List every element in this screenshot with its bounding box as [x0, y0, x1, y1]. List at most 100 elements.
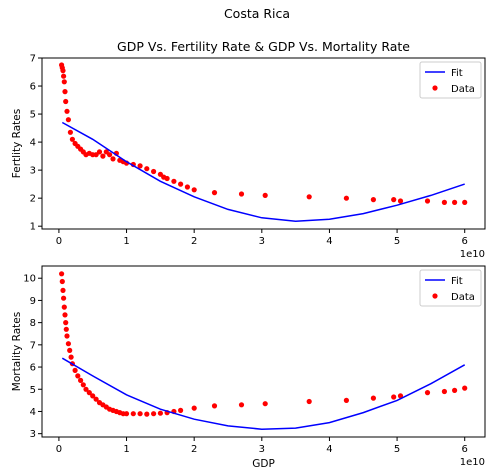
data-point [78, 377, 84, 383]
data-point [61, 304, 67, 310]
data-point [65, 117, 71, 123]
data-point [462, 385, 468, 391]
legend-data-label: Data [451, 84, 475, 95]
legend: Fit Data [419, 61, 482, 99]
x-tick-label: 5 [394, 236, 400, 247]
data-point [80, 382, 86, 388]
data-point [151, 411, 157, 417]
y-tick-label: 9 [30, 296, 36, 307]
y-axis-label: Fertlity Rates [11, 109, 23, 178]
y-axis-label: Mortality Rates [11, 312, 23, 391]
axes-frame [41, 57, 486, 230]
data-point [123, 411, 130, 417]
data-point [59, 271, 65, 277]
x-offset-label: 1e10 [460, 249, 485, 260]
data-point [100, 153, 106, 159]
data-point [144, 411, 150, 417]
y-tick-label: 1 [30, 222, 36, 233]
data-point [391, 394, 397, 400]
x-tick-label: 0 [56, 236, 62, 247]
data-point [343, 397, 349, 403]
data-point [370, 395, 376, 401]
data-point [171, 178, 177, 184]
chart-panel-2: 0 1 2 3 4 5 6 3 4 5 6 7 8 9 10 1e10 Mortality Rates GDP Fi… [11, 265, 486, 470]
data-point [441, 388, 447, 395]
x-offset-label: 1e10 [460, 457, 485, 468]
data-point [69, 136, 75, 142]
data-point [238, 402, 245, 408]
chart-panel-1: GDP Vs. Fertility Rate & GDP Vs. Mortali… [11, 39, 486, 260]
data-point [191, 187, 197, 193]
fit-line [61, 121, 465, 222]
data-point [107, 152, 113, 158]
data-point [64, 333, 70, 339]
data-point [67, 129, 73, 135]
legend-data-swatch [432, 293, 438, 299]
x-tick-label: 1 [123, 444, 129, 455]
data-point [60, 287, 66, 293]
data-point [397, 198, 404, 204]
legend-fit-label: Fit [451, 276, 463, 287]
data-point [75, 373, 81, 379]
fit-line [61, 357, 466, 430]
x-tick-label: 2 [191, 236, 197, 247]
data-point [67, 347, 73, 353]
x-tick-label: 3 [259, 236, 265, 247]
y-tick-label: 4 [30, 138, 36, 149]
y-tick-label: 10 [23, 274, 36, 285]
data-point [130, 411, 136, 417]
data-point [63, 320, 69, 326]
data-point [137, 163, 143, 169]
legend: Fit Data [419, 269, 482, 307]
legend-data-swatch [432, 85, 438, 91]
data-point [191, 405, 197, 411]
legend-fit-label: Fit [451, 68, 463, 79]
y-tick-label: 6 [30, 363, 36, 374]
data-point [68, 354, 74, 360]
data-point [441, 199, 447, 205]
data-point [306, 398, 312, 405]
chart-title: GDP Vs. Fertility Rate & GDP Vs. Mortali… [117, 39, 410, 54]
x-tick-label: 5 [394, 444, 400, 455]
legend-data-label: Data [451, 292, 475, 303]
data-point [211, 403, 218, 409]
data-point [61, 295, 67, 301]
y-tick-label: 7 [30, 340, 36, 351]
data-point [93, 396, 99, 402]
data-point [86, 390, 92, 396]
data-point [424, 390, 431, 396]
y-tick-label: 5 [30, 385, 36, 396]
x-axis-label: GDP [252, 458, 275, 470]
data-point [462, 199, 468, 205]
data-point [178, 181, 184, 187]
y-tick-label: 3 [30, 166, 36, 177]
data-point [306, 194, 312, 200]
data-point [65, 341, 71, 347]
data-point [178, 407, 184, 413]
data-point [110, 156, 116, 162]
data-point [452, 387, 458, 393]
data-point [64, 108, 70, 114]
y-tick-label: 3 [30, 429, 36, 440]
data-point [262, 192, 268, 198]
data-point [238, 191, 245, 197]
data-point [184, 184, 190, 190]
data-point [60, 68, 66, 74]
data-point [343, 195, 349, 201]
data-point [452, 199, 458, 205]
data-point [397, 393, 404, 399]
data-point [72, 367, 78, 373]
x-tick-label: 0 [56, 444, 62, 455]
data-point [63, 326, 69, 332]
x-tick-label: 6 [462, 444, 468, 455]
data-point [151, 168, 157, 175]
data-point [96, 149, 103, 155]
x-tick-label: 4 [326, 444, 332, 455]
x-tick-label: 2 [191, 444, 197, 455]
x-tick-label: 6 [462, 236, 468, 247]
y-tick-label: 5 [30, 110, 36, 121]
data-point [61, 79, 67, 85]
data-point [63, 98, 69, 105]
data-point [90, 393, 96, 399]
